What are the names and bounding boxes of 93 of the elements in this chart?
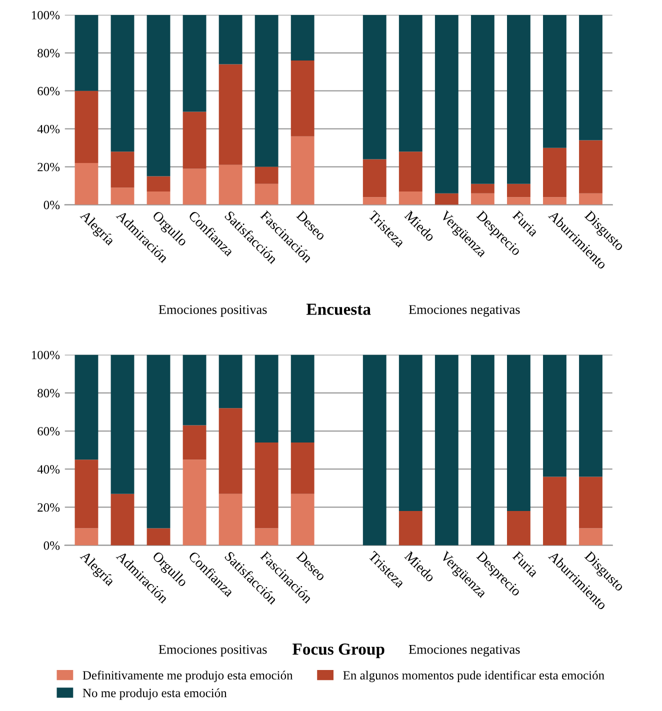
- bar: [290, 14, 314, 60]
- bar: [218, 14, 242, 64]
- bar: [218, 494, 242, 546]
- bar: [506, 184, 530, 198]
- bar: [182, 354, 206, 426]
- bar: [506, 354, 530, 512]
- bar: [182, 425, 206, 460]
- bar: [470, 184, 494, 194]
- bar: [362, 14, 386, 160]
- bar: [543, 197, 566, 205]
- bar: [470, 14, 494, 184]
- bar: [146, 354, 170, 528]
- y-tick-label: 100%: [32, 10, 60, 20]
- bar: [182, 14, 206, 112]
- bar: [218, 408, 242, 494]
- bar: [146, 528, 170, 546]
- bar: [146, 176, 170, 192]
- bar: [470, 193, 494, 205]
- bar: [506, 14, 530, 184]
- bar: [74, 460, 98, 528]
- bar: [254, 184, 278, 205]
- bar: [543, 476, 566, 546]
- bar: [290, 60, 314, 136]
- bar: [398, 354, 422, 512]
- y-tick-label: 20%: [38, 162, 60, 172]
- y-tick-label: 100%: [32, 350, 60, 360]
- bar: [543, 354, 566, 477]
- y-tick-label: 20%: [38, 503, 60, 512]
- bar: [74, 528, 98, 546]
- bar: [110, 354, 134, 494]
- bar: [146, 191, 170, 205]
- y-tick-label: 0%: [44, 200, 60, 210]
- y-tick-label: 80%: [38, 48, 60, 58]
- bar: [290, 136, 314, 205]
- bar: [579, 14, 602, 140]
- bar: [110, 188, 134, 205]
- bar: [434, 354, 458, 546]
- bar: [254, 166, 278, 184]
- y-tick-label: 40%: [37, 124, 60, 134]
- bar: [74, 354, 98, 460]
- bar: [398, 152, 422, 192]
- text: Encuesta: [306, 304, 371, 315]
- bar: [434, 14, 458, 194]
- bar: [362, 197, 386, 205]
- bar: [182, 112, 206, 169]
- bar: [506, 197, 530, 205]
- legend-label: Definitivamente me produjo esta emoción: [82, 670, 293, 682]
- bar: [218, 164, 242, 205]
- legend-label: No me produjo esta emoción: [82, 688, 227, 700]
- bar: [434, 193, 458, 205]
- bar: [146, 14, 170, 176]
- bar: [74, 90, 98, 164]
- bar: [110, 14, 134, 152]
- bar: [254, 354, 278, 442]
- bar: [362, 159, 386, 198]
- bar: [218, 354, 242, 408]
- bar: [543, 14, 566, 148]
- bar: [470, 354, 494, 546]
- bar: [579, 193, 602, 205]
- bar: [254, 442, 278, 528]
- bar: [398, 191, 422, 205]
- bar: [398, 511, 422, 546]
- bar: [290, 354, 314, 442]
- y-tick-label: 80%: [38, 388, 60, 398]
- bar: [110, 494, 134, 546]
- text: Emociones negativas: [408, 644, 520, 657]
- bar: [543, 148, 566, 198]
- y-tick-label: 40%: [37, 465, 60, 474]
- bar: [579, 476, 602, 528]
- bar: [398, 14, 422, 152]
- bar: [290, 442, 314, 494]
- legend-label: En algunos momentos pude identificar esta emoción: [343, 670, 604, 682]
- bar: [254, 528, 278, 546]
- bar: [74, 14, 98, 91]
- bar: [579, 354, 602, 477]
- bar: [218, 64, 242, 165]
- y-tick-label: 60%: [38, 86, 60, 96]
- text: Emociones negativas: [408, 305, 520, 317]
- text: Focus Group: [292, 644, 384, 658]
- bar: [254, 14, 278, 167]
- bar: [579, 528, 602, 546]
- text: Emociones positivas: [158, 645, 267, 657]
- bar: [110, 152, 134, 188]
- bar: [506, 511, 530, 546]
- y-tick-label: 60%: [38, 427, 60, 436]
- bar: [182, 460, 206, 546]
- bar: [290, 494, 314, 546]
- bar: [579, 140, 602, 194]
- bar: [182, 168, 206, 205]
- y-tick-label: 0%: [44, 541, 60, 550]
- bar: [362, 354, 386, 546]
- bar: [74, 163, 98, 205]
- text: Emociones positivas: [158, 305, 267, 317]
